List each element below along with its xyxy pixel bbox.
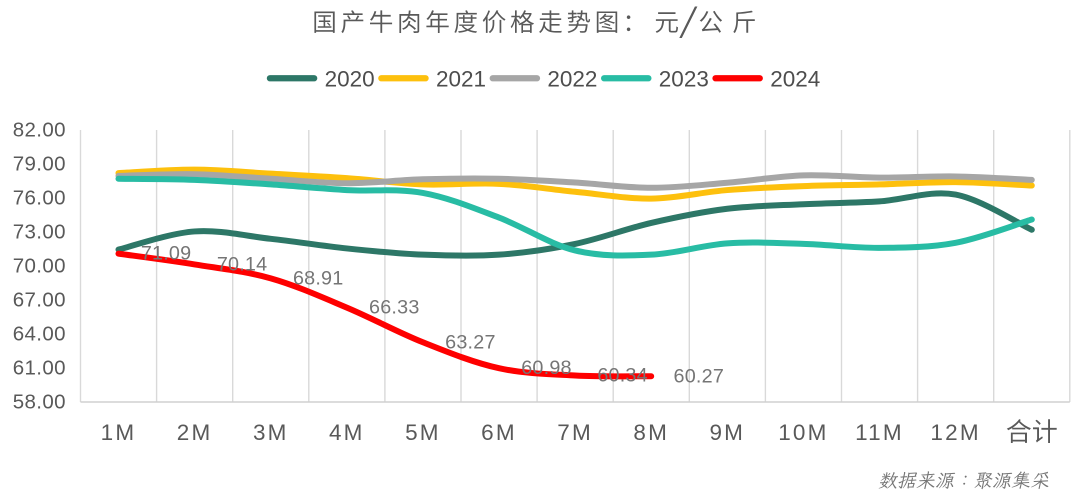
svg-text:11M: 11M: [855, 420, 904, 445]
svg-text:61.00: 61.00: [13, 357, 66, 380]
svg-text:2022: 2022: [547, 67, 597, 92]
svg-text:79.00: 79.00: [13, 153, 66, 176]
svg-text:1M: 1M: [101, 420, 137, 445]
svg-text:70.00: 70.00: [13, 255, 66, 278]
svg-text:9M: 9M: [709, 420, 745, 445]
svg-text:10M: 10M: [778, 420, 828, 445]
svg-text:5M: 5M: [405, 420, 441, 445]
svg-text:67.00: 67.00: [13, 289, 66, 312]
svg-text:60.98: 60.98: [521, 357, 572, 379]
svg-text:70.14: 70.14: [217, 253, 268, 275]
svg-text:63.27: 63.27: [445, 331, 496, 353]
svg-text:60.27: 60.27: [674, 365, 725, 387]
svg-text:2023: 2023: [659, 67, 709, 92]
svg-text:12M: 12M: [930, 420, 980, 445]
svg-text:76.00: 76.00: [13, 187, 66, 210]
svg-text:6M: 6M: [481, 420, 517, 445]
svg-text:7M: 7M: [557, 420, 593, 445]
svg-text:71.09: 71.09: [141, 243, 192, 265]
svg-text:2021: 2021: [436, 67, 486, 92]
svg-text:2024: 2024: [770, 67, 820, 92]
svg-text:8M: 8M: [633, 420, 669, 445]
svg-text:58.00: 58.00: [13, 391, 66, 414]
svg-text:68.91: 68.91: [293, 267, 344, 289]
svg-text:3M: 3M: [253, 420, 289, 445]
svg-text:66.33: 66.33: [369, 297, 420, 319]
svg-text:2020: 2020: [325, 67, 375, 92]
svg-text:2M: 2M: [177, 420, 213, 445]
svg-text:60.34: 60.34: [597, 365, 648, 387]
svg-text:64.00: 64.00: [13, 323, 66, 346]
svg-text:4M: 4M: [329, 420, 365, 445]
svg-text:73.00: 73.00: [13, 221, 66, 244]
svg-text:82.00: 82.00: [13, 119, 66, 142]
